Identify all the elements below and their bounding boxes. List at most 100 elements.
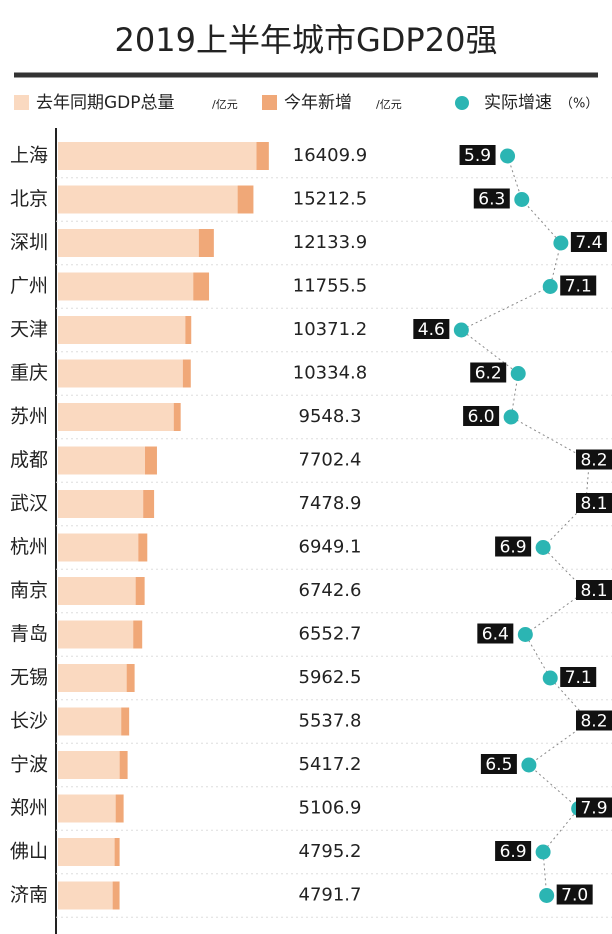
bar-segment (58, 707, 122, 736)
legend-unit: /亿元 (212, 98, 238, 111)
gdp-value: 6552.7 (299, 624, 362, 645)
bar-segment (114, 838, 120, 866)
growth-dot (542, 670, 558, 686)
growth-label-box (495, 536, 532, 557)
category-label: 青岛 (10, 623, 48, 645)
category-label: 长沙 (10, 710, 48, 732)
growth-label: 7.1 (565, 668, 592, 688)
category-label: 武汉 (10, 493, 48, 515)
growth-label: 7.4 (575, 233, 602, 253)
gdp-value: 7478.9 (299, 493, 362, 514)
growth-label-box (560, 667, 597, 687)
growth-dot (539, 888, 555, 903)
growth-label: 8.1 (580, 581, 607, 601)
category-label: 北京 (10, 188, 48, 210)
bar-segment (58, 838, 115, 866)
bar-segment (112, 881, 120, 910)
gdp-value: 5417.2 (299, 754, 362, 775)
gdp-value: 5537.8 (299, 711, 362, 732)
bar-segment (58, 881, 113, 910)
legend-label: 今年新增 (284, 93, 352, 113)
growth-label: 6.9 (500, 538, 527, 558)
gdp-value: 4795.2 (299, 841, 362, 862)
category-label: 济南 (10, 884, 48, 906)
bar-segment (58, 142, 257, 170)
growth-label: 6.2 (475, 364, 502, 384)
bar-segment (193, 272, 210, 301)
category-label: 天津 (10, 319, 48, 341)
gdp-value: 6742.6 (299, 580, 362, 601)
growth-label-box (570, 232, 607, 252)
legend-unit: /亿元 (376, 98, 402, 111)
growth-dot (521, 757, 537, 773)
bar-segment (173, 403, 181, 431)
bar-segment (145, 446, 157, 475)
growth-label: 8.2 (580, 712, 607, 732)
legend-label: 实际增速 (484, 93, 552, 113)
gdp-value: 10371.2 (293, 319, 367, 340)
growth-label-box (495, 841, 532, 861)
growth-label: 6.9 (500, 842, 527, 862)
bar-segment (138, 533, 148, 562)
growth-dot (510, 366, 526, 381)
bar-segment (121, 707, 130, 736)
bar-segment (133, 620, 143, 649)
growth-label-box (576, 580, 612, 600)
bar-segment (58, 794, 116, 823)
category-label: 广州 (10, 275, 48, 297)
growth-label-box (413, 319, 450, 339)
gdp-value: 5106.9 (299, 798, 362, 819)
growth-label: 6.0 (468, 407, 495, 427)
category-label: 深圳 (10, 232, 48, 254)
category-label: 南京 (10, 580, 48, 602)
gdp-value: 11755.5 (293, 276, 367, 297)
growth-label-box (470, 362, 507, 383)
growth-label-box (576, 449, 612, 470)
gdp-value: 10334.8 (293, 363, 367, 384)
gdp-value: 5962.5 (299, 667, 362, 688)
bar-segment (135, 577, 145, 605)
bar-segment (58, 751, 120, 779)
category-label: 苏州 (10, 406, 48, 428)
bar-segment (58, 620, 134, 649)
growth-label-box (459, 145, 496, 165)
chart-title: 2019上半年城市GDP20强 (115, 21, 498, 59)
growth-dot (542, 279, 558, 294)
growth-label-box (473, 188, 510, 209)
bar-segment (182, 359, 191, 388)
bar-segment (58, 577, 136, 605)
growth-label: 6.3 (478, 190, 505, 210)
legend-label: 去年同期GDP总量 (36, 93, 175, 113)
growth-label-box (480, 754, 517, 774)
bar-segment (256, 142, 269, 170)
category-label: 重庆 (10, 362, 48, 384)
bar-segment (58, 664, 127, 692)
growth-dot (514, 192, 530, 207)
bar-segment (126, 664, 135, 692)
legend-swatch (262, 95, 277, 110)
growth-dot (503, 409, 519, 425)
bar-segment (58, 403, 174, 431)
bar-segment (58, 316, 186, 344)
bar-segment (58, 533, 139, 562)
gdp-value: 9548.3 (299, 406, 362, 427)
growth-dot (535, 844, 551, 860)
gdp-value: 4791.7 (299, 885, 362, 906)
growth-label: 8.1 (580, 494, 607, 514)
legend-swatch (14, 95, 29, 110)
bar-segment (58, 359, 183, 388)
growth-label: 7.9 (580, 799, 607, 819)
growth-dot (553, 235, 569, 251)
bar-segment (119, 751, 128, 779)
gdp-value: 15212.5 (293, 189, 367, 210)
growth-label: 6.5 (485, 755, 512, 775)
bar-segment (198, 229, 214, 257)
growth-dot (500, 148, 516, 164)
growth-label: 7.1 (565, 277, 592, 297)
growth-label: 8.2 (580, 451, 607, 471)
category-label: 无锡 (10, 667, 48, 689)
growth-label-box (463, 406, 500, 426)
category-label: 上海 (10, 145, 48, 167)
category-label: 宁波 (10, 754, 48, 776)
